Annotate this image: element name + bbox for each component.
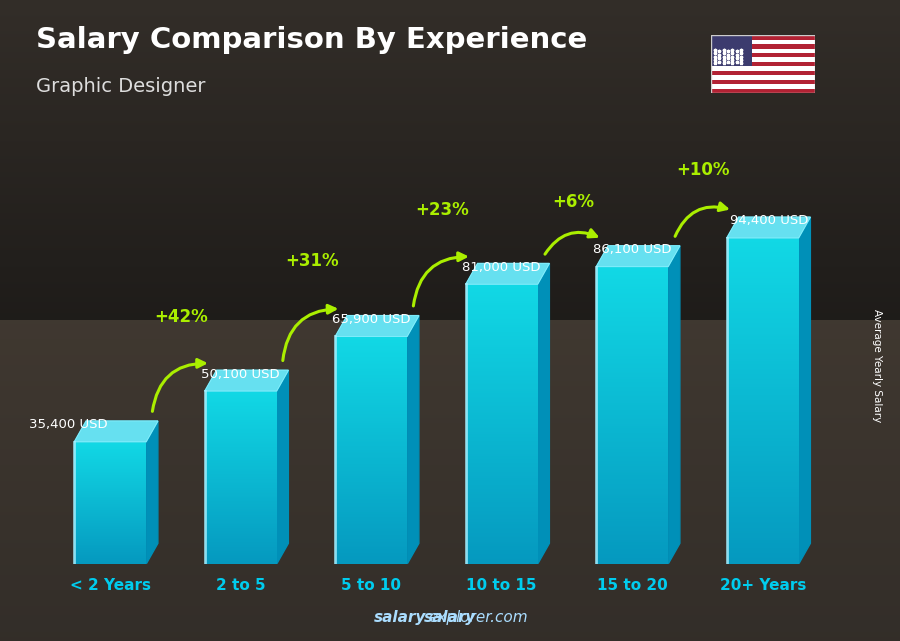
Text: 94,400 USD: 94,400 USD	[730, 215, 808, 228]
Polygon shape	[727, 217, 810, 238]
Bar	[711, 71, 814, 75]
Bar	[711, 58, 814, 62]
Bar	[711, 44, 814, 49]
Polygon shape	[205, 370, 288, 391]
Text: 81,000 USD: 81,000 USD	[463, 261, 541, 274]
Bar	[711, 66, 814, 71]
Text: 35,400 USD: 35,400 USD	[29, 419, 108, 431]
Text: 50,100 USD: 50,100 USD	[202, 367, 280, 381]
Text: +42%: +42%	[155, 308, 208, 326]
Bar	[711, 53, 814, 58]
Bar	[711, 79, 814, 84]
Polygon shape	[597, 246, 680, 267]
Text: +31%: +31%	[285, 252, 338, 271]
Polygon shape	[336, 315, 418, 337]
Bar	[711, 75, 814, 79]
Polygon shape	[798, 217, 810, 564]
Text: Salary Comparison By Experience: Salary Comparison By Experience	[36, 26, 587, 54]
Text: salary: salary	[374, 610, 427, 625]
Bar	[711, 40, 814, 44]
Bar	[711, 35, 814, 40]
Text: Graphic Designer: Graphic Designer	[36, 77, 205, 96]
Bar	[711, 88, 814, 93]
Text: salary: salary	[424, 610, 476, 625]
Text: Average Yearly Salary: Average Yearly Salary	[872, 309, 883, 422]
Text: 65,900 USD: 65,900 USD	[332, 313, 410, 326]
Bar	[711, 49, 814, 53]
Text: 86,100 USD: 86,100 USD	[593, 243, 671, 256]
Polygon shape	[668, 246, 680, 564]
Text: +23%: +23%	[416, 201, 469, 219]
Text: explorer.com: explorer.com	[428, 610, 528, 625]
Polygon shape	[146, 421, 158, 564]
Bar	[711, 62, 814, 66]
Polygon shape	[75, 421, 158, 442]
Polygon shape	[407, 315, 418, 564]
Bar	[711, 35, 752, 66]
Polygon shape	[537, 263, 549, 564]
Text: +6%: +6%	[552, 194, 594, 212]
Polygon shape	[466, 263, 549, 284]
Bar	[711, 84, 814, 88]
Polygon shape	[276, 370, 288, 564]
Text: +10%: +10%	[677, 162, 730, 179]
